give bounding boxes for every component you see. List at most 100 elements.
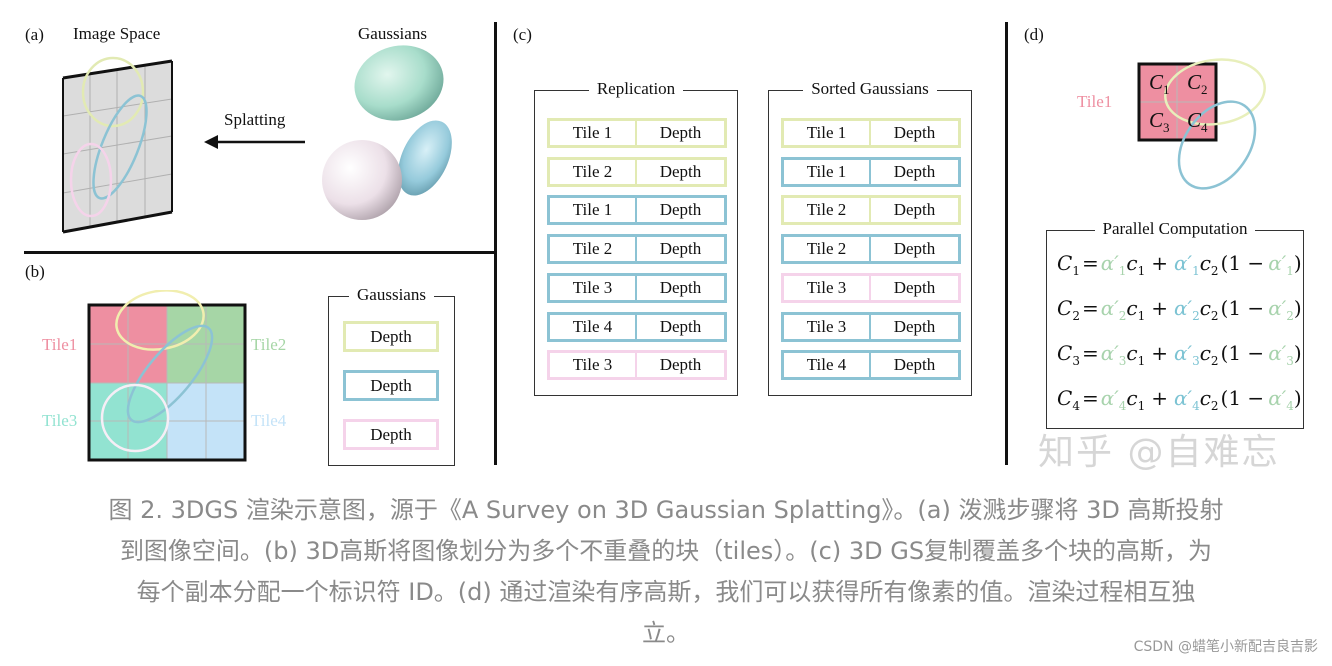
replication-title: Replication — [588, 79, 684, 98]
eq-sub: 3 — [1118, 354, 1127, 368]
eq-part: c — [1199, 251, 1211, 275]
pixel-letter: C — [1149, 70, 1164, 94]
tile-cell: Tile 1 — [781, 118, 870, 148]
alpha-term: α′ — [1268, 251, 1287, 275]
tile-cell: Tile 1 — [547, 195, 636, 226]
eq-part: c — [1126, 341, 1138, 365]
equation: C2 = α′2c1 + α′2c2 (1 − α′2) — [1057, 296, 1302, 323]
pixel-label-c4: C4 — [1187, 108, 1208, 136]
splatting-label: Splatting — [224, 110, 286, 129]
pixel-label-c2: C2 — [1187, 70, 1208, 98]
eq-part: C — [1057, 341, 1073, 365]
eq-part: ) — [1293, 296, 1302, 320]
eq-sub: 2 — [1210, 399, 1219, 413]
tile-cell: Tile 3 — [547, 350, 636, 381]
divider-cd — [1005, 22, 1008, 465]
alpha-term: α′ — [1268, 296, 1287, 320]
tile-cell: Tile 2 — [781, 234, 870, 265]
panel-a-graphic — [62, 45, 452, 234]
eq-sub: 1 — [1137, 264, 1146, 278]
table-row: Tile 2 Depth — [547, 234, 727, 265]
alpha-term: α′ — [1100, 296, 1119, 320]
tile-cell: Tile 3 — [781, 272, 870, 303]
pixel-letter: C — [1149, 108, 1164, 132]
eq-part: = — [1081, 251, 1099, 275]
eq-part: c — [1126, 251, 1138, 275]
sorted-gaussians-title: Sorted Gaussians — [803, 79, 937, 98]
gaussians-depth-box: Gaussians Depth Depth Depth — [328, 285, 455, 466]
tile-cell: Tile 3 — [547, 272, 636, 303]
depth-cell: Depth — [870, 156, 961, 187]
alpha-term: α′ — [1100, 341, 1119, 365]
caption-line: 到图像空间。(b) 3D高斯将图像划分为多个不重叠的块（tiles）。(c) 3… — [119, 537, 1213, 565]
equation: C1 = α′1c1 + α′1c2 (1 − α′1) — [1057, 251, 1302, 278]
eq-part: + — [1151, 296, 1169, 320]
table-row: Tile 1 Depth — [547, 195, 727, 226]
eq-part: (1 − — [1220, 341, 1265, 365]
alpha-term: α′ — [1100, 251, 1119, 275]
eq-part: c — [1199, 296, 1211, 320]
eq-part: (1 − — [1220, 386, 1265, 410]
depth-box: Depth — [343, 321, 439, 352]
table-row: Tile 4 Depth — [781, 350, 961, 381]
eq-part: + — [1151, 386, 1169, 410]
eq-sub: 2 — [1210, 309, 1219, 323]
zhihu-watermark: 知乎 @自难忘 — [1038, 432, 1280, 473]
replication-box: Replication Tile 1 Depth Tile 2 Depth Tile 1… — [534, 79, 738, 396]
caption-line: 图 2. 3DGS 渲染示意图，源于《A Survey on 3D Gaussi… — [108, 496, 1224, 524]
eq-part: C — [1057, 251, 1073, 275]
eq-part: C — [1057, 386, 1073, 410]
table-row: Tile 1 Depth — [781, 156, 961, 187]
tile-cell: Tile 3 — [781, 311, 870, 342]
pixel-sub: 4 — [1201, 120, 1208, 136]
depth-cell: Depth — [636, 156, 727, 187]
eq-part: ) — [1293, 251, 1302, 275]
pixel-label-c3: C3 — [1149, 108, 1170, 136]
eq-part: = — [1081, 341, 1099, 365]
depth-cell: Depth — [636, 272, 727, 303]
eq-part: = — [1081, 386, 1099, 410]
pixel-letter: C — [1187, 108, 1202, 132]
tile-cell: Tile 2 — [547, 156, 636, 187]
eq-part: ) — [1293, 341, 1302, 365]
eq-sub: 1 — [1137, 399, 1146, 413]
table-row: Tile 4 Depth — [547, 311, 727, 342]
depth-box: Depth — [343, 370, 439, 401]
panel-a-label: (a) — [25, 25, 44, 44]
sorted-gaussians-box: Sorted Gaussians Tile 1 Depth Tile 1 Depth T… — [768, 79, 972, 396]
eq-part: (1 − — [1220, 296, 1265, 320]
figure-caption: 图 2. 3DGS 渲染示意图，源于《A Survey on 3D Gaussi… — [0, 490, 1332, 654]
eq-part: c — [1126, 296, 1138, 320]
csdn-watermark: CSDN @蜡笔小新配吉良吉影 — [1133, 639, 1318, 655]
parallel-computation-box: Parallel Computation C1 = α′1c1 + α′1c2 (1 − α… — [1046, 219, 1304, 429]
eq-part: C — [1057, 296, 1073, 320]
equation: C4 = α′4c1 + α′4c2 (1 − α′4) — [1057, 386, 1302, 413]
depth-cell: Depth — [870, 195, 961, 226]
table-row: Tile 2 Depth — [781, 195, 961, 226]
eq-sub: 1 — [1118, 264, 1127, 278]
depth-cell: Depth — [870, 350, 961, 381]
table-row: Tile 1 Depth — [781, 118, 961, 148]
alpha-term: α′ — [1174, 251, 1193, 275]
pixel-sub: 3 — [1163, 120, 1170, 136]
table-row: Tile 2 Depth — [547, 156, 727, 187]
eq-part: c — [1199, 386, 1211, 410]
tile-cell: Tile 2 — [547, 234, 636, 265]
eq-sub: 1 — [1137, 354, 1146, 368]
tile-grid — [87, 290, 247, 462]
eq-sub: 3 — [1286, 354, 1294, 368]
panel-c-label: (c) — [513, 25, 532, 44]
eq-sub: 2 — [1118, 309, 1127, 323]
gaussians-title: Gaussians — [358, 24, 427, 43]
pixel-letter: C — [1187, 70, 1202, 94]
eq-sub: 1 — [1286, 264, 1294, 278]
alpha-term: α′ — [1268, 386, 1287, 410]
eq-part: + — [1151, 251, 1169, 275]
eq-sub: 2 — [1210, 264, 1219, 278]
alpha-term: α′ — [1174, 341, 1193, 365]
alpha-term: α′ — [1174, 296, 1193, 320]
tile-cell: Tile 1 — [547, 118, 636, 148]
pixel-label-c1: C1 — [1149, 70, 1170, 98]
depth-box: Depth — [343, 419, 439, 450]
depth-cell: Depth — [870, 272, 961, 303]
